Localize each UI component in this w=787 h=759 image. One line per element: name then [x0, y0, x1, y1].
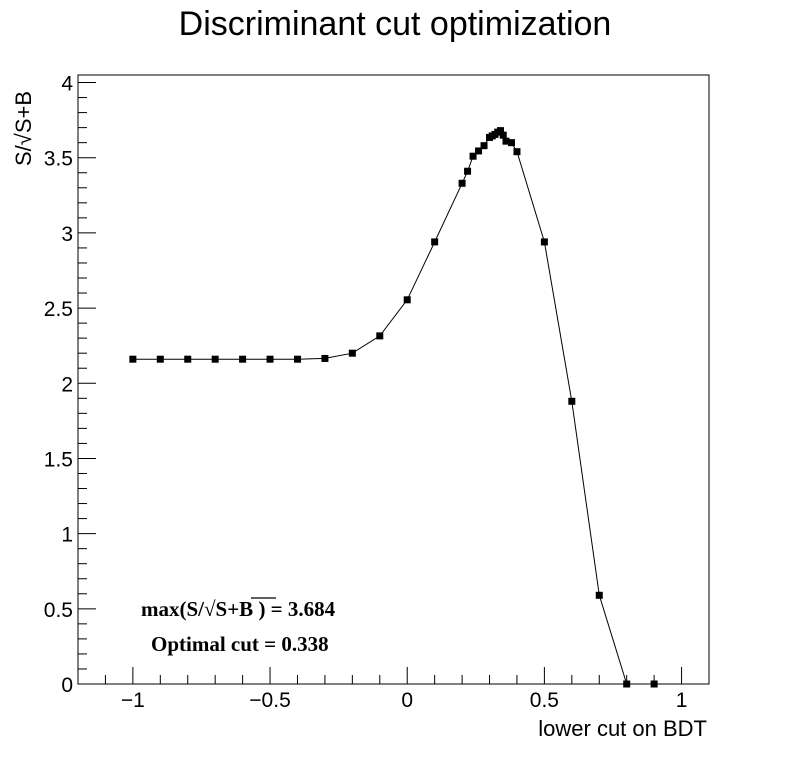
y-tick-label: 3 [61, 223, 73, 246]
annotation-max-radicand: S+B [216, 597, 254, 621]
annotation-max-suffix: ) = 3.684 [253, 597, 335, 621]
x-axis-label: lower cut on BDT [538, 716, 707, 741]
data-point [458, 179, 466, 187]
data-point [129, 355, 137, 363]
data-point [376, 332, 384, 340]
y-tick-label: 2 [61, 373, 73, 396]
chart-title: Discriminant cut optimization [179, 5, 612, 43]
x-axis-tick-labels: −1 −0.5 0 0.5 1 [121, 689, 688, 712]
data-point [595, 591, 603, 599]
x-tick-label: 0 [401, 689, 413, 712]
series-points [129, 127, 658, 688]
y-tick-label: 3.5 [44, 148, 73, 171]
y-axis-ticks [78, 82, 96, 685]
data-point [513, 148, 521, 156]
data-point [499, 131, 507, 139]
data-point [540, 238, 548, 246]
y-tick-label: 1.5 [44, 448, 73, 471]
data-point [469, 152, 477, 160]
data-point [496, 127, 504, 135]
annotation-max-text: max(S/√S+B ) = 3.684 [141, 597, 336, 621]
data-point [403, 296, 411, 304]
y-tick-label: 1 [61, 524, 73, 547]
y-tick-label: 4 [61, 73, 73, 96]
data-point [184, 355, 192, 363]
data-point [507, 139, 515, 147]
y-tick-label: 0 [61, 674, 73, 697]
annotation-max: max(S/√S+B ) = 3.684 [141, 597, 336, 621]
annotation-max-radical: √ [204, 597, 216, 621]
plot-frame [77, 74, 710, 685]
x-tick-label: 0.5 [530, 689, 559, 712]
data-point [321, 354, 329, 362]
data-point [266, 355, 274, 363]
y-axis-tick-labels: 0 0.5 1 1.5 2 2.5 3 3.5 4 [44, 73, 74, 697]
data-point [502, 137, 510, 145]
data-point [293, 355, 301, 363]
data-point [156, 355, 164, 363]
y-axis-label: S/√S+B [11, 91, 36, 166]
data-point [623, 680, 631, 688]
x-tick-label: 1 [676, 689, 688, 712]
data-point [348, 349, 356, 357]
annotation-optimal-cut: Optimal cut = 0.338 [151, 632, 329, 656]
data-point [464, 167, 472, 175]
data-point [480, 142, 488, 150]
y-axis-label-text: S/√S+B [11, 91, 36, 166]
y-tick-label: 0.5 [44, 599, 73, 622]
data-point [650, 680, 658, 688]
data-point [568, 397, 576, 405]
data-point [475, 147, 483, 155]
data-point [211, 355, 219, 363]
annotation-max-prefix: max(S/ [141, 597, 205, 621]
x-tick-label: −0.5 [249, 689, 290, 712]
y-tick-label: 2.5 [44, 298, 73, 321]
x-axis-ticks [104, 667, 710, 684]
data-point [431, 238, 439, 246]
x-tick-label: −1 [121, 689, 145, 712]
data-point [239, 355, 247, 363]
